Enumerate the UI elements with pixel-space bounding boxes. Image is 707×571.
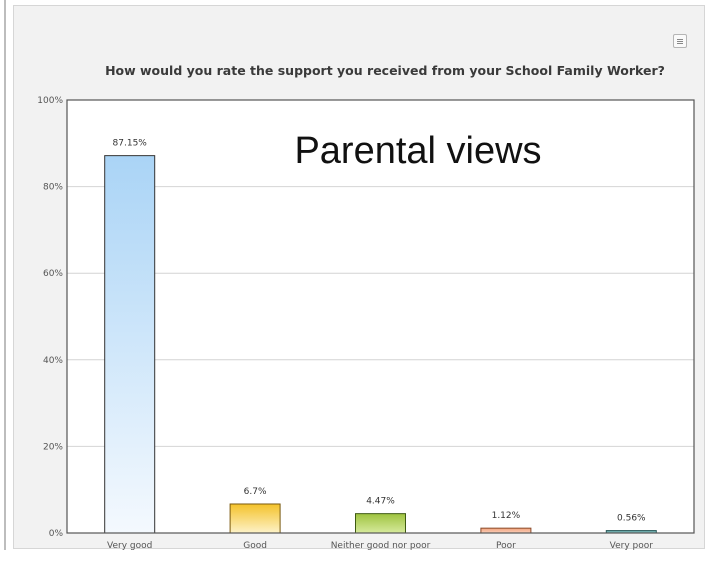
plot-border xyxy=(66,99,695,534)
y-tick-label: 80% xyxy=(43,183,63,193)
y-tick-label: 60% xyxy=(43,269,63,279)
data-label: 0.56% xyxy=(617,514,646,524)
x-tick-label: Good xyxy=(243,541,267,551)
data-label: 6.7% xyxy=(244,487,267,497)
y-tick-label: 100% xyxy=(37,96,63,106)
data-label: 87.15% xyxy=(113,139,148,149)
y-tick-label: 0% xyxy=(49,529,64,539)
x-tick-label: Very poor xyxy=(610,541,654,551)
annotation-text: Parental views xyxy=(294,130,541,172)
gridlines xyxy=(67,186,694,447)
bars xyxy=(104,155,657,534)
bar-very-good[interactable] xyxy=(104,155,156,534)
data-label: 4.47% xyxy=(366,497,395,507)
plot-area xyxy=(67,100,694,533)
x-tick-label: Very good xyxy=(107,541,152,551)
bar-neither-good-nor-poor[interactable] xyxy=(355,513,406,534)
chart-menu-button[interactable] xyxy=(673,34,687,48)
y-tick-label: 20% xyxy=(43,442,63,452)
left-divider xyxy=(4,0,6,550)
y-axis-ticks: 0% 20% 40% 60% 80% 100% xyxy=(37,96,63,539)
y-tick-label: 40% xyxy=(43,356,63,366)
data-label: 1.12% xyxy=(492,511,521,521)
data-labels: 87.15% 6.7% 4.47% 1.12% 0.56% xyxy=(113,139,647,524)
chart-title: How would you rate the support you recei… xyxy=(105,63,665,78)
x-tick-label: Neither good nor poor xyxy=(331,541,431,551)
x-axis-ticks: Very good Good Neither good nor poor Poor Ve… xyxy=(107,541,653,551)
bar-good[interactable] xyxy=(229,503,281,534)
bar-poor[interactable] xyxy=(480,527,532,534)
x-tick-label: Poor xyxy=(496,541,516,551)
